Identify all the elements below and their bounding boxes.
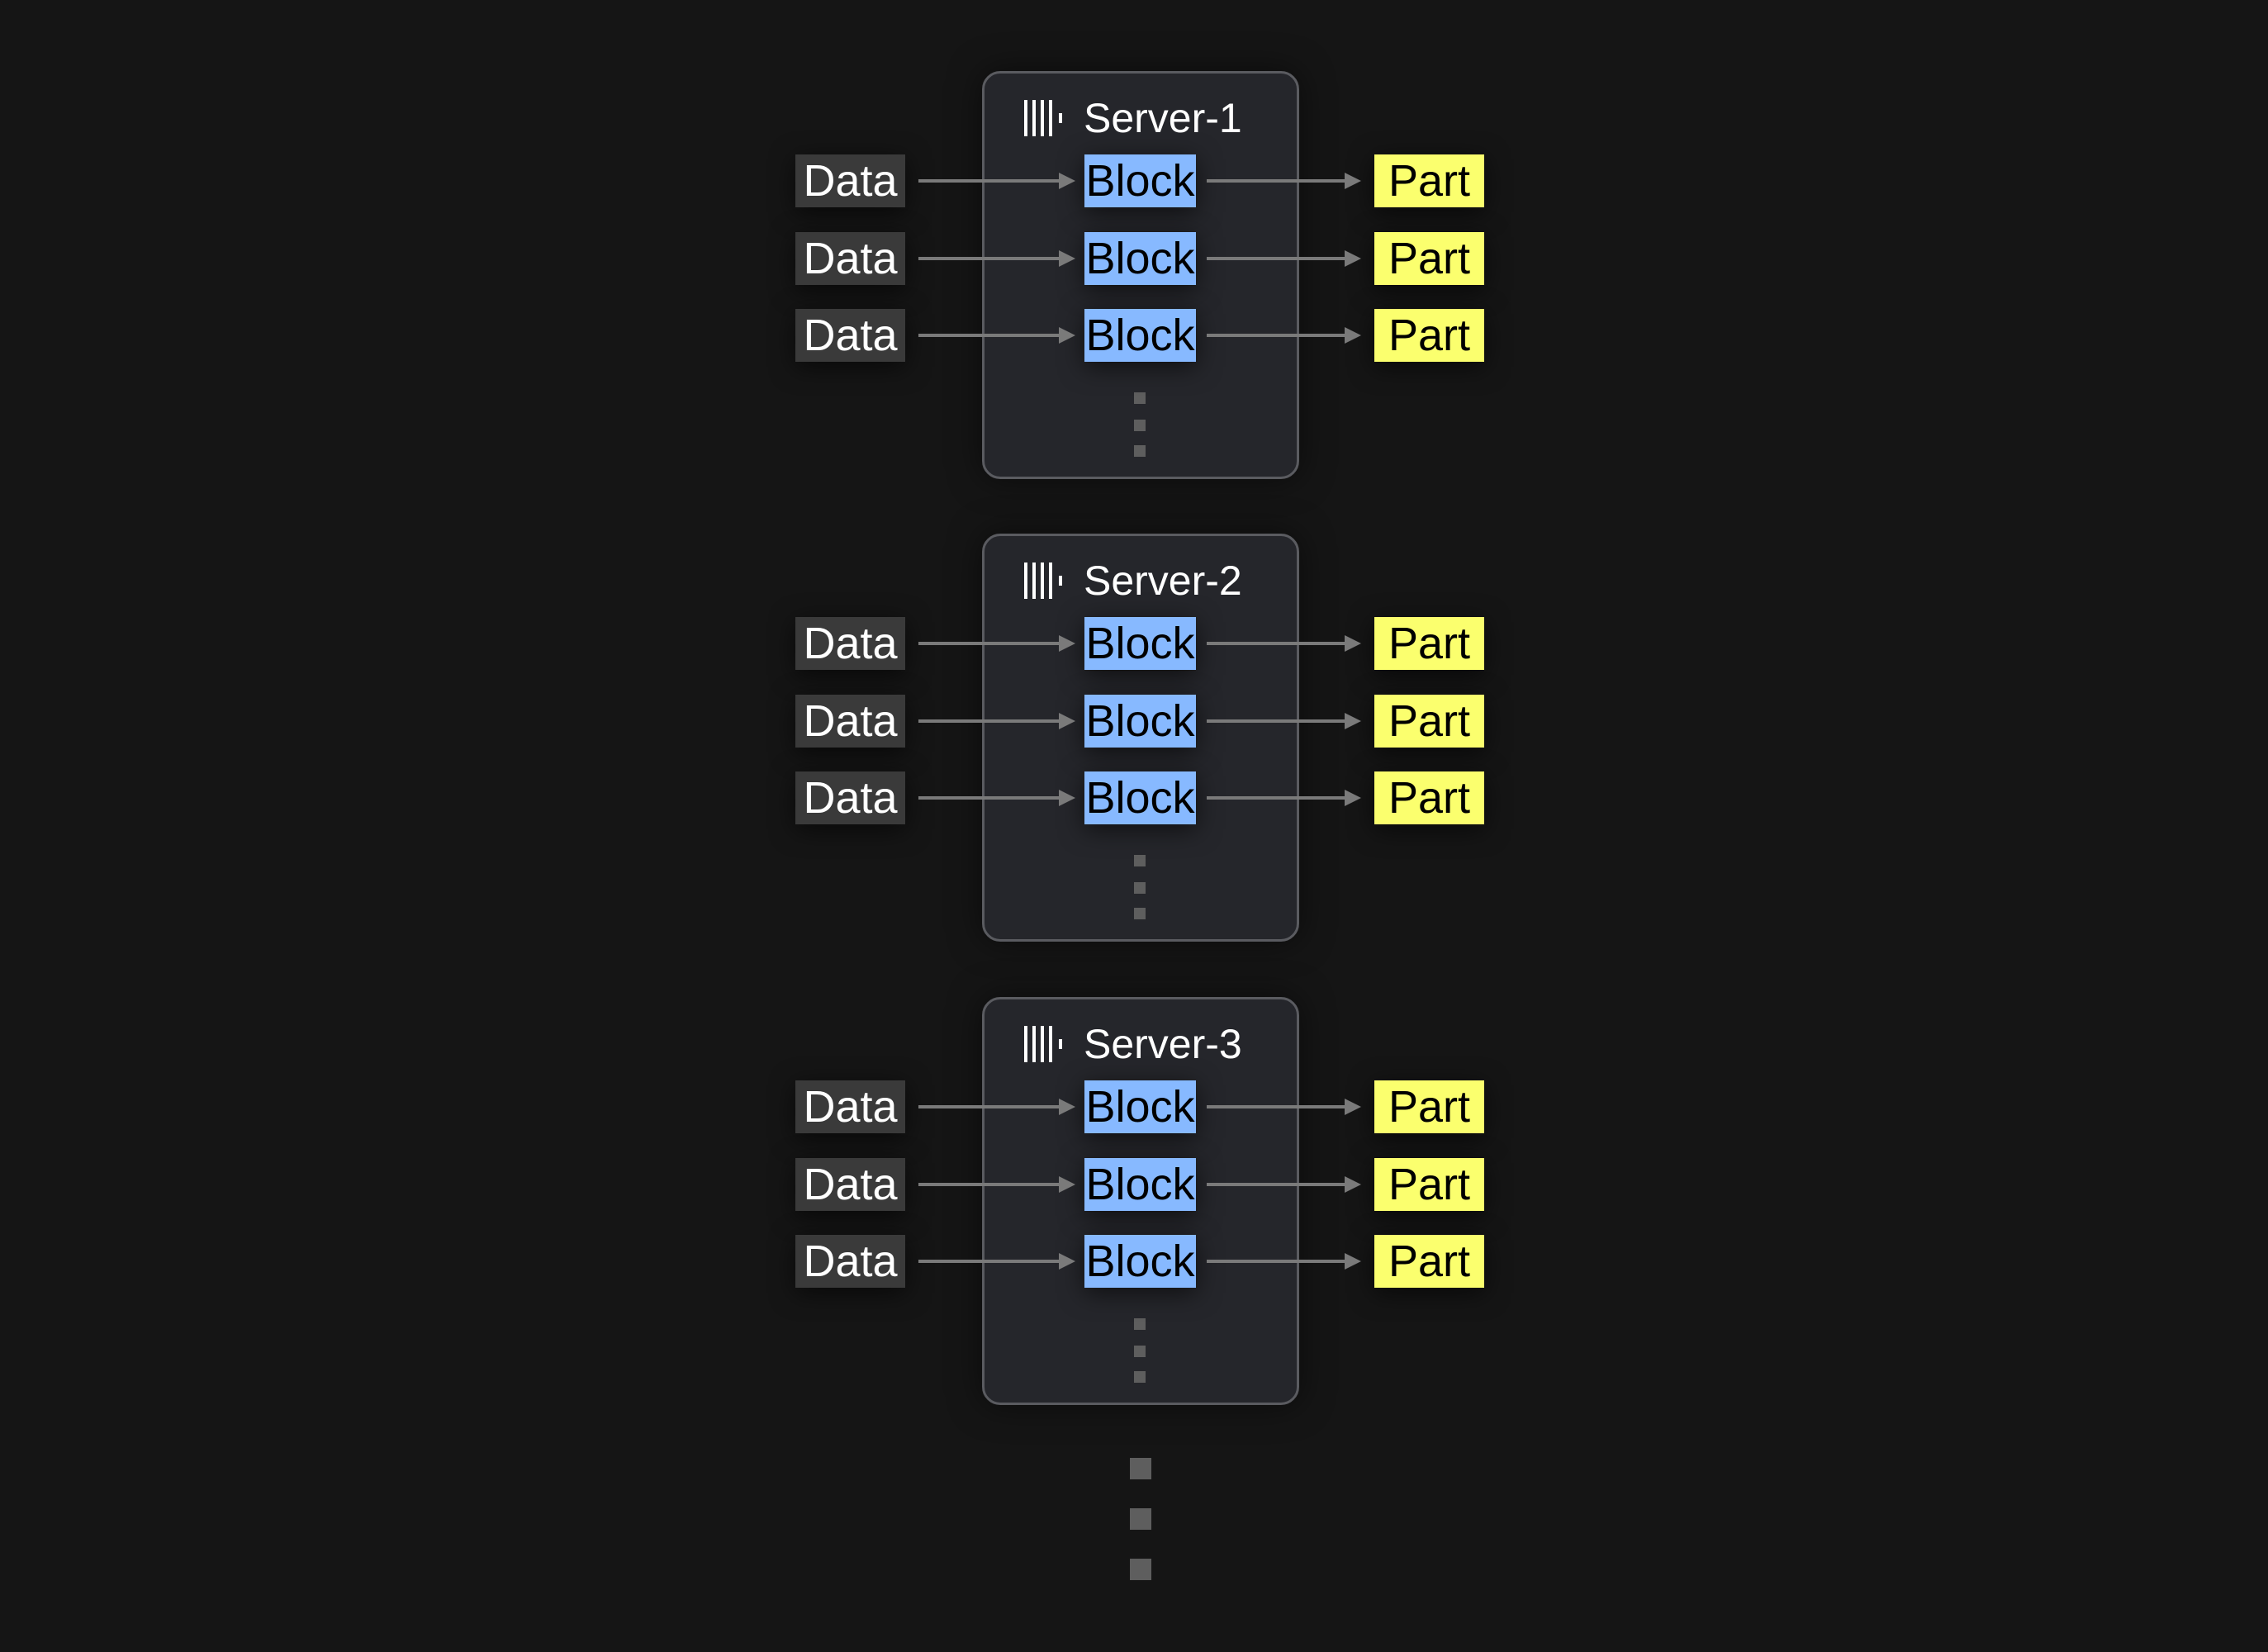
data-label: Data xyxy=(795,1080,905,1133)
ellipsis-dot xyxy=(1134,420,1146,431)
ellipsis-dot xyxy=(1134,1318,1146,1330)
block-label: Block xyxy=(1084,617,1196,670)
arrow-block-to-part xyxy=(1207,327,1361,344)
ellipsis-dot xyxy=(1134,1346,1146,1357)
ellipsis-dot xyxy=(1134,855,1146,866)
arrow-data-to-block xyxy=(918,1099,1075,1115)
arrow-data-to-block xyxy=(918,1176,1075,1193)
arrow-data-to-block xyxy=(918,250,1075,267)
data-label: Data xyxy=(795,1158,905,1211)
part-label: Part xyxy=(1374,771,1484,824)
arrow-data-to-block xyxy=(918,1253,1075,1270)
server-rack-icon xyxy=(1024,563,1062,599)
continuation-dot xyxy=(1130,1458,1151,1479)
block-label: Block xyxy=(1084,232,1196,285)
block-label: Block xyxy=(1084,154,1196,207)
server-title: Server-1 xyxy=(1024,90,1242,146)
server-title: Server-2 xyxy=(1024,553,1242,609)
continuation-dot xyxy=(1130,1508,1151,1530)
server-name: Server-2 xyxy=(1084,558,1242,604)
ellipsis-dot xyxy=(1134,445,1146,457)
arrow-data-to-block xyxy=(918,713,1075,729)
part-label: Part xyxy=(1374,695,1484,748)
data-label: Data xyxy=(795,617,905,670)
data-label: Data xyxy=(795,232,905,285)
arrow-block-to-part xyxy=(1207,790,1361,806)
data-label: Data xyxy=(795,309,905,362)
block-label: Block xyxy=(1084,309,1196,362)
part-label: Part xyxy=(1374,1235,1484,1288)
part-label: Part xyxy=(1374,1080,1484,1133)
block-label: Block xyxy=(1084,1080,1196,1133)
server-title: Server-3 xyxy=(1024,1016,1242,1072)
part-label: Part xyxy=(1374,617,1484,670)
continuation-dot xyxy=(1130,1559,1151,1580)
server-rack-icon xyxy=(1024,1026,1062,1062)
server-box: Server-1 xyxy=(982,71,1299,479)
data-label: Data xyxy=(795,695,905,748)
arrow-data-to-block xyxy=(918,173,1075,189)
data-label: Data xyxy=(795,1235,905,1288)
arrow-block-to-part xyxy=(1207,635,1361,652)
part-label: Part xyxy=(1374,1158,1484,1211)
server-rack-icon xyxy=(1024,100,1062,136)
arrow-data-to-block xyxy=(918,327,1075,344)
arrow-block-to-part xyxy=(1207,713,1361,729)
arrow-block-to-part xyxy=(1207,250,1361,267)
ellipsis-dot xyxy=(1134,908,1146,919)
server-name: Server-1 xyxy=(1084,95,1242,141)
ellipsis-dot xyxy=(1134,392,1146,404)
part-label: Part xyxy=(1374,154,1484,207)
block-label: Block xyxy=(1084,1235,1196,1288)
part-label: Part xyxy=(1374,232,1484,285)
arrow-data-to-block xyxy=(918,790,1075,806)
part-label: Part xyxy=(1374,309,1484,362)
ellipsis-dot xyxy=(1134,1371,1146,1383)
data-label: Data xyxy=(795,154,905,207)
block-label: Block xyxy=(1084,1158,1196,1211)
server-name: Server-3 xyxy=(1084,1021,1242,1067)
arrow-block-to-part xyxy=(1207,1099,1361,1115)
data-label: Data xyxy=(795,771,905,824)
block-label: Block xyxy=(1084,771,1196,824)
arrow-block-to-part xyxy=(1207,1253,1361,1270)
block-label: Block xyxy=(1084,695,1196,748)
ellipsis-dot xyxy=(1134,882,1146,894)
arrow-data-to-block xyxy=(918,635,1075,652)
arrow-block-to-part xyxy=(1207,173,1361,189)
arrow-block-to-part xyxy=(1207,1176,1361,1193)
